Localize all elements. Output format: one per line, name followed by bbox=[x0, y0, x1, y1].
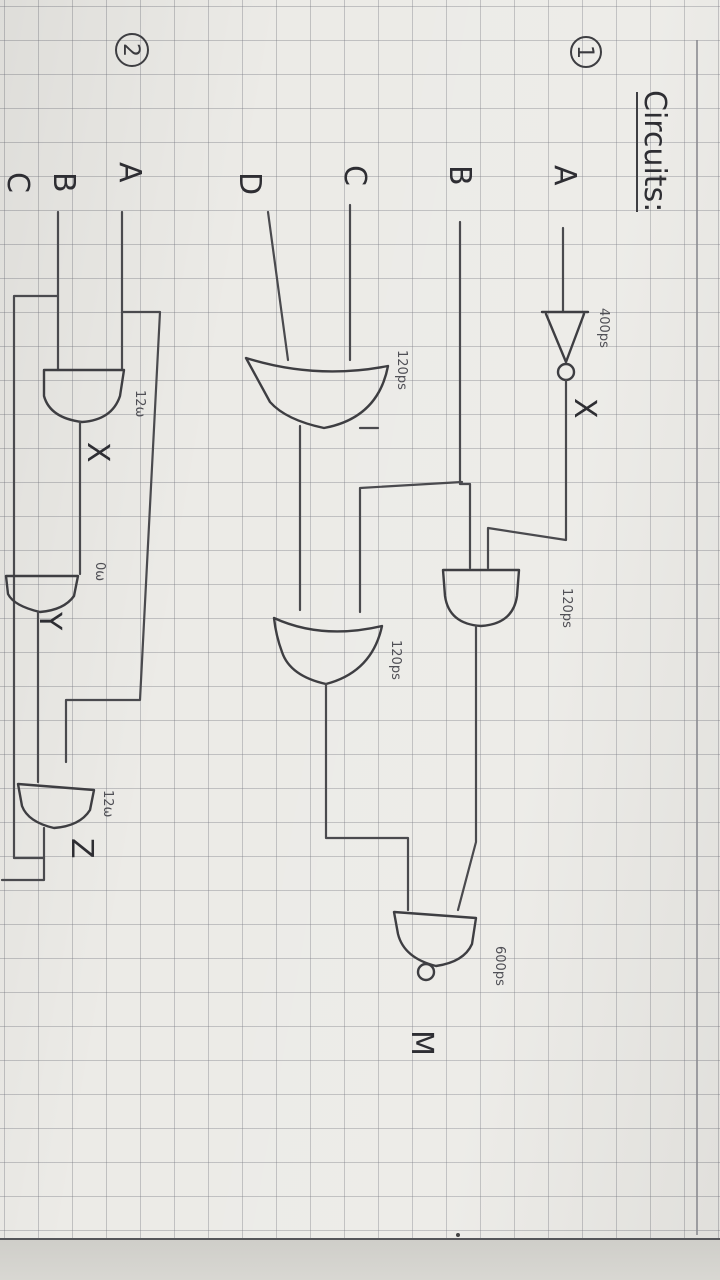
c2-wire-z bbox=[0, 826, 46, 882]
c1-wire-or2-to-nand bbox=[324, 682, 410, 912]
heading: Circuits: bbox=[637, 90, 672, 212]
c1-not-gate bbox=[540, 310, 590, 382]
c2-gate-1 bbox=[42, 368, 126, 424]
c2-wire-a-loop bbox=[64, 310, 162, 764]
circuit-1: 1 Circuits: A B C D 400ps X bbox=[232, 36, 672, 1056]
c2-gate-2 bbox=[4, 574, 80, 614]
c1-or2-delay: 120ps bbox=[388, 640, 403, 680]
circuit-2: 2 A B C 12ω X 0ω Y bbox=[0, 33, 162, 882]
page-bottom-edge bbox=[0, 1238, 720, 1280]
c1-or1-delay: 120ps bbox=[394, 350, 409, 390]
c1-input-d-label: D bbox=[232, 172, 267, 195]
c2-gate-3 bbox=[16, 782, 96, 830]
c1-wire-not-to-and bbox=[486, 378, 568, 570]
ink-dot bbox=[456, 1233, 460, 1237]
c1-and-delay: 120ps bbox=[559, 588, 574, 628]
c1-wire-d bbox=[266, 210, 290, 362]
c1-and-gate bbox=[441, 568, 521, 628]
c2-output-z-label: Z bbox=[64, 838, 99, 859]
c2-input-a-label: A bbox=[112, 162, 147, 183]
circuit-2-number: 2 bbox=[118, 43, 143, 57]
c1-nand-gate bbox=[392, 910, 478, 982]
c1-intermediate-x-label: X bbox=[567, 398, 602, 419]
c2-input-c-label: C bbox=[0, 172, 35, 193]
c1-wire-b-to-or2 bbox=[358, 480, 464, 614]
c1-or-gate-1 bbox=[244, 356, 390, 430]
c2-gate-1-delay: 12ω bbox=[132, 390, 147, 417]
circuit-2-number-badge: 2 bbox=[115, 33, 149, 67]
c2-gate-3-delay: 12ω bbox=[100, 790, 115, 817]
c1-input-a-label: A bbox=[547, 165, 582, 186]
c2-gate-2-delay: 0ω bbox=[92, 562, 107, 581]
c1-nand-delay: 600ps bbox=[492, 946, 507, 986]
c1-not-delay: 400ps bbox=[596, 308, 611, 348]
c2-input-b-label: B bbox=[46, 172, 81, 193]
c1-or-gate-2 bbox=[272, 616, 384, 686]
c1-wire-b bbox=[458, 220, 472, 570]
c1-input-b-label: B bbox=[442, 165, 477, 186]
c1-input-c-label: C bbox=[337, 165, 372, 186]
c2-output-y-label: Y bbox=[32, 611, 67, 631]
c1-wire-and-to-nand bbox=[456, 624, 478, 912]
c2-output-x-label: X bbox=[80, 442, 115, 463]
c1-output-m-label: M bbox=[404, 1030, 439, 1056]
circuit-1-number: 1 bbox=[572, 45, 597, 59]
circuit-1-number-badge: 1 bbox=[570, 36, 602, 68]
